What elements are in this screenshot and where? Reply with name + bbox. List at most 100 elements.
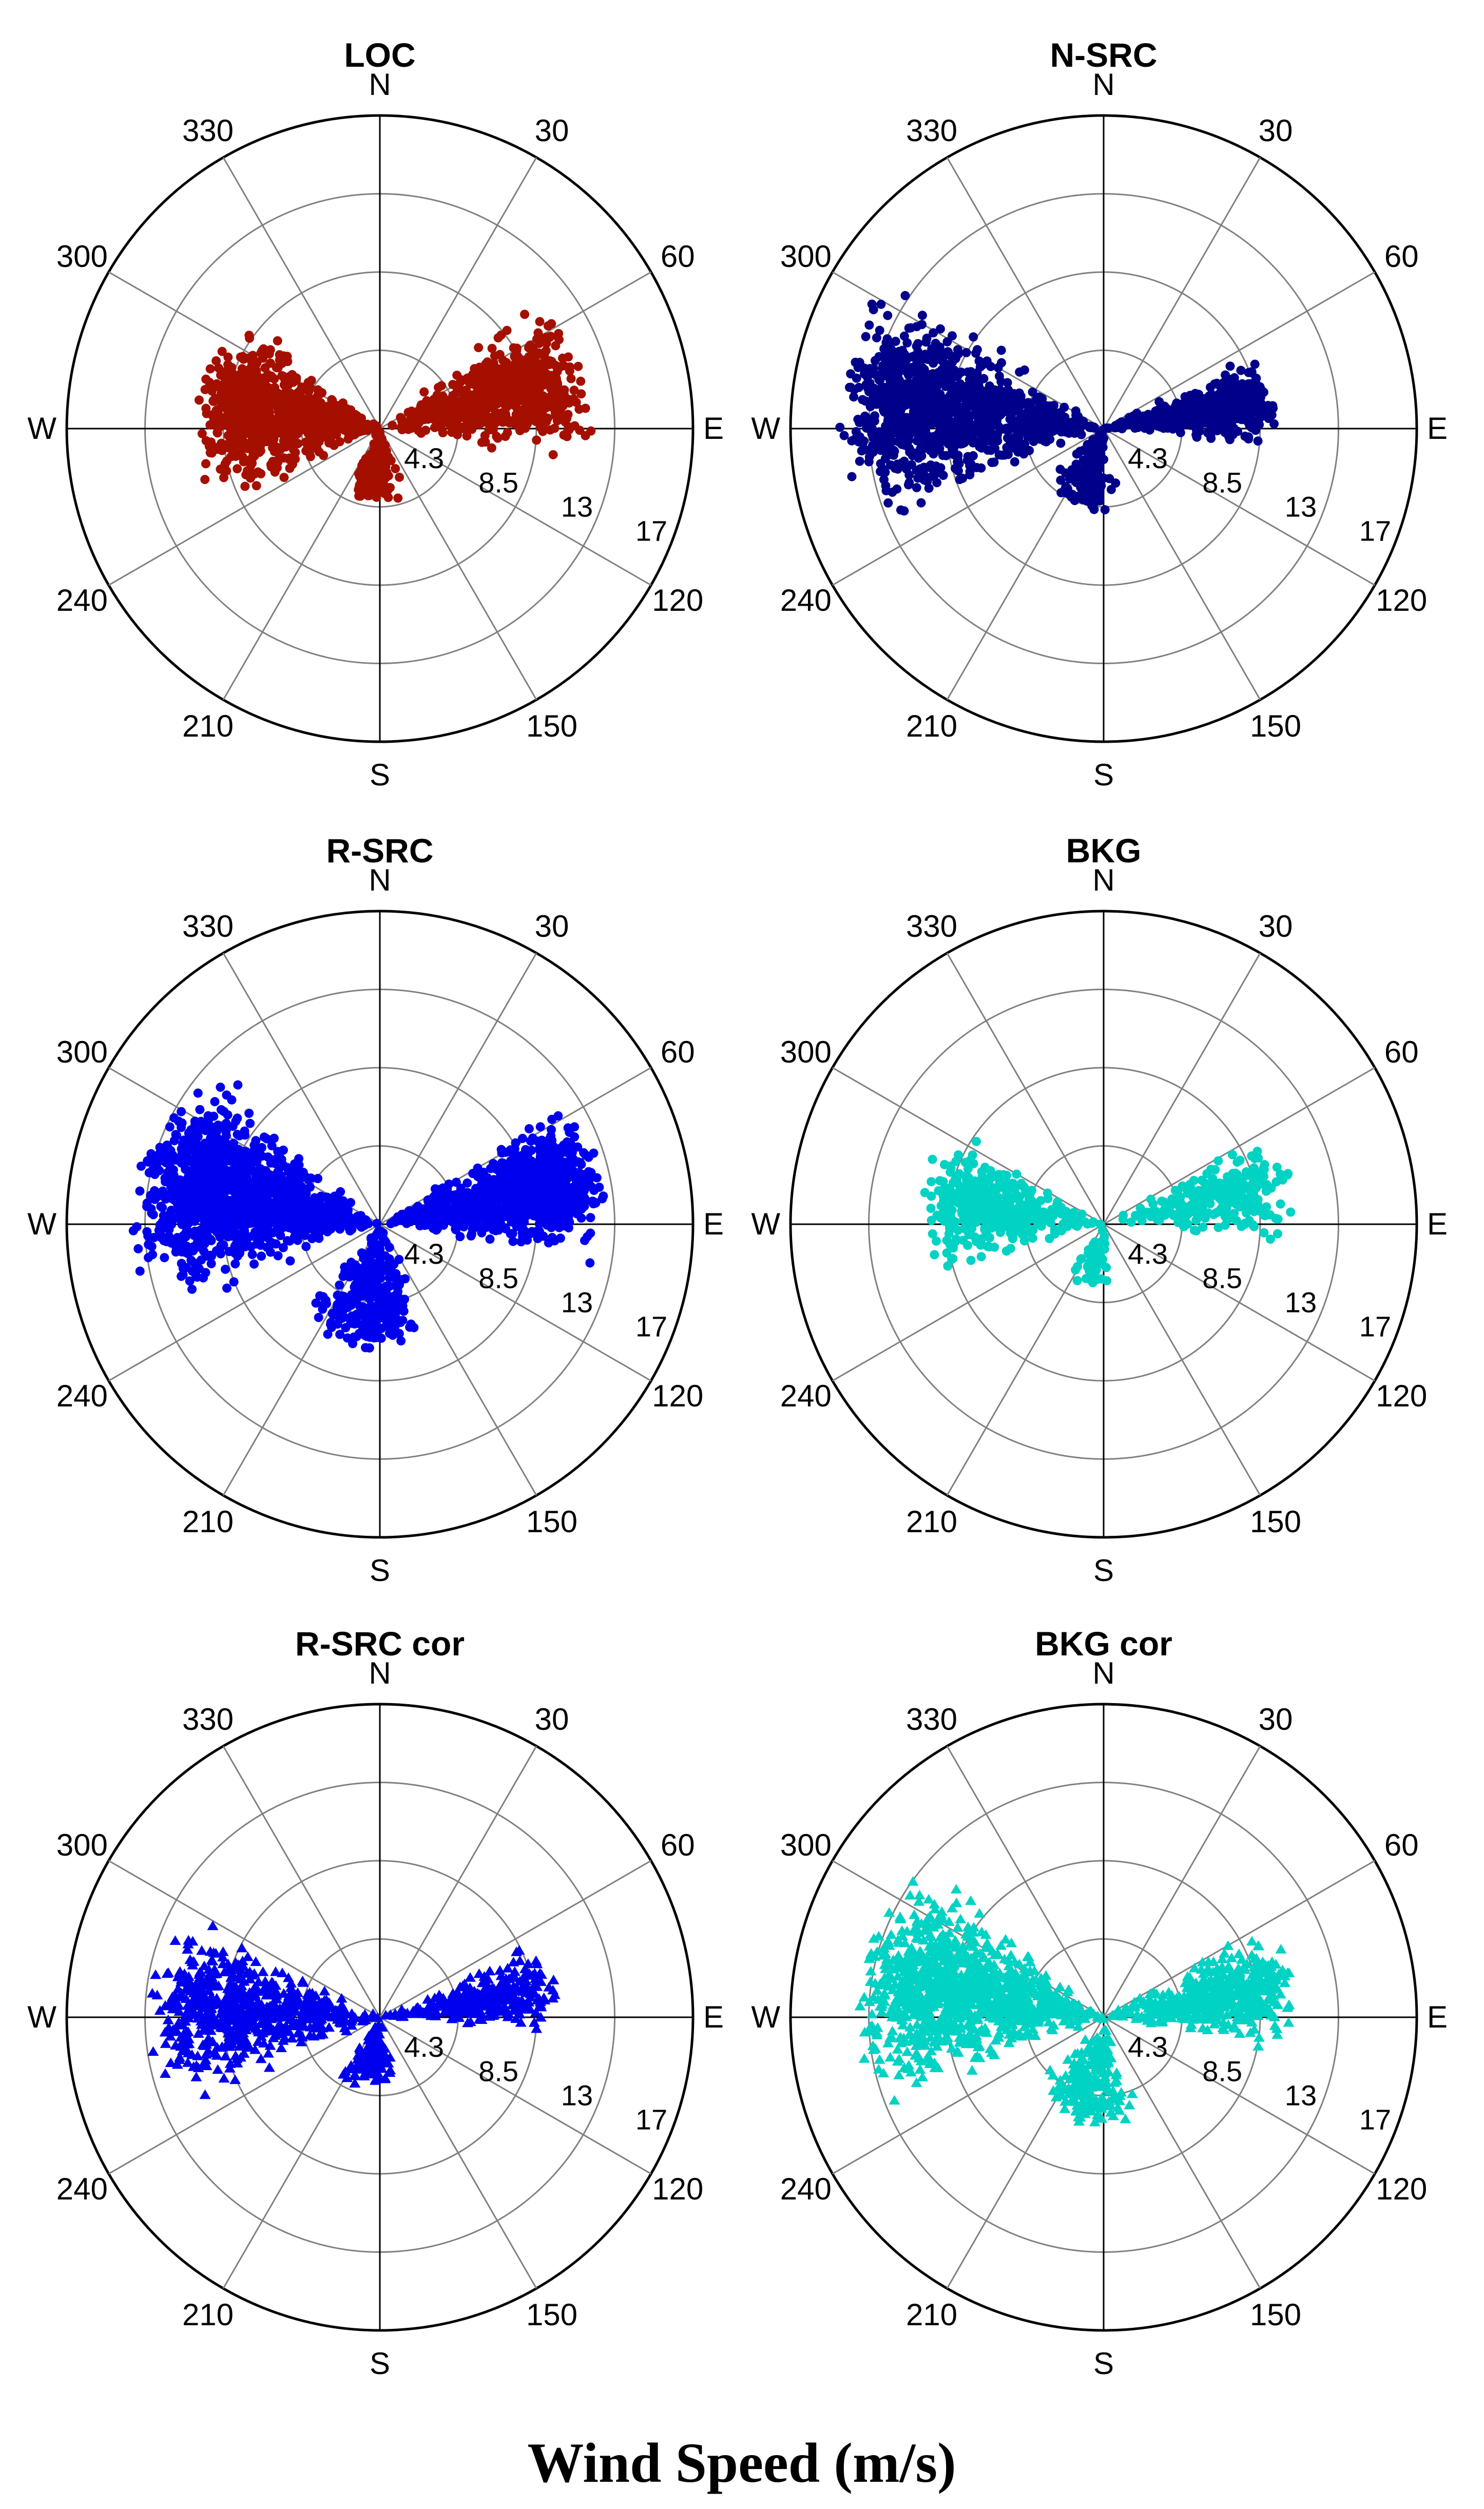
data-point [451,1215,461,1225]
data-point [496,1145,506,1154]
data-point [1206,432,1216,441]
data-point [480,368,490,378]
data-point [332,416,342,426]
angle-tick-label: 120 [652,583,703,617]
data-point [1099,434,1109,443]
data-point [436,1204,446,1214]
data-point [217,401,226,411]
data-point [998,393,1008,403]
data-point [440,1188,450,1198]
data-point [1106,485,1116,494]
data-point [278,414,287,424]
radial-tick-label: 8.5 [1202,466,1242,498]
data-point [1255,413,1265,423]
data-point [892,421,901,431]
data-point [935,443,945,453]
data-point [1264,414,1274,423]
data-point [221,1264,230,1274]
data-point [1151,412,1161,421]
data-point [1255,420,1264,430]
data-point [482,386,492,396]
data-point [249,469,259,479]
data-point [861,332,871,341]
data-point [201,1268,210,1278]
data-point [493,379,503,389]
data-point [881,382,891,392]
data-point [212,414,222,424]
data-point [1080,494,1090,504]
data-point [527,408,537,418]
data-point [997,450,1007,460]
data-point [234,372,244,382]
data-point [212,379,222,389]
data-point [956,385,966,395]
data-point [370,484,379,494]
data-point [881,357,891,367]
data-point [254,422,263,432]
data-point [1015,367,1025,377]
data-point [979,374,989,383]
data-point [525,1189,535,1199]
data-point [533,328,543,338]
angle-tick-label: 210 [182,709,234,743]
data-point [236,352,245,362]
data-point [475,1203,485,1213]
polar-panel-3: R-SRCN3060E120150S210240W3003304.38.5131… [27,832,724,1588]
data-point [524,1124,534,1134]
data-point [933,345,942,355]
data-point [983,445,993,455]
data-point [993,363,1003,373]
data-point [133,1244,143,1253]
data-point [285,406,295,415]
data-point [237,364,247,374]
data-point [511,410,521,419]
data-point [313,391,323,400]
data-point [870,356,880,365]
data-point [246,425,256,435]
data-point [1245,414,1255,423]
data-point [237,409,247,419]
data-point [314,447,324,457]
data-point [896,505,905,515]
data-point [1100,505,1110,515]
data-point [885,439,895,449]
data-point [224,384,234,394]
angle-tick-label: S [1093,758,1114,792]
data-point [1093,449,1103,459]
data-point [502,325,512,335]
data-point [1244,432,1254,442]
data-point [473,394,483,404]
data-point [947,380,957,390]
data-point [275,403,284,413]
data-point [517,370,527,380]
data-point [506,393,516,402]
data-point [1253,436,1263,446]
data-point [432,412,442,422]
data-point [545,360,554,370]
data-point [586,1168,596,1178]
data-point [242,372,252,381]
data-point [924,350,934,360]
data-point [947,331,957,341]
scatter-points [835,291,1279,516]
data-point [881,481,891,491]
data-point [563,394,573,404]
data-point [1229,373,1239,383]
data-point [524,392,533,401]
radial-tick-label: 13 [561,490,593,523]
data-point [989,457,999,467]
spoke [946,157,1105,429]
data-point [217,346,227,356]
data-point [284,453,294,463]
data-point [501,381,511,391]
data-point [326,405,336,415]
data-point [1180,401,1190,411]
data-point [867,299,877,309]
data-point [552,331,562,341]
angle-tick-label: N [369,67,391,102]
data-point [338,398,348,408]
data-point [379,467,389,477]
data-point [569,385,579,395]
data-point [390,1215,400,1225]
data-point [965,375,975,385]
